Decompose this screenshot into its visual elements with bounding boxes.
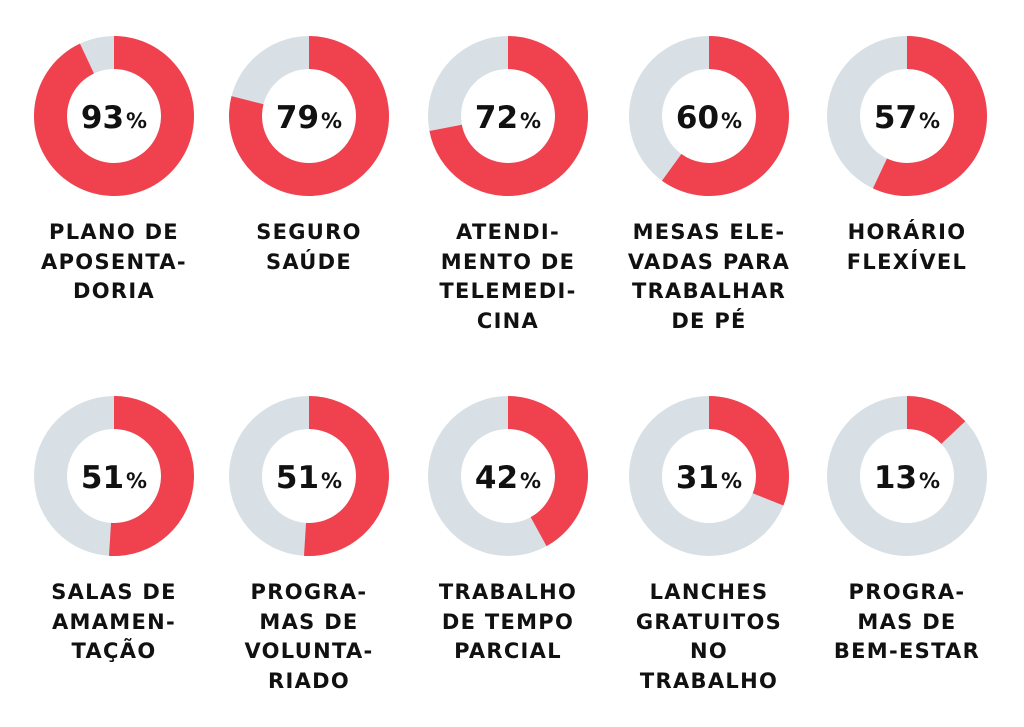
donut-value-label: 72% [475,100,541,136]
donut-value-label: 93% [81,100,147,136]
donut-category-label: MESAS ELE- VADAS PARA TRABALHAR DE PÉ [619,218,799,336]
donut-value-label: 60% [676,100,742,136]
donut-category-label: HORÁRIO FLEXÍVEL [817,218,997,277]
label-line: MENTO DE [440,249,576,274]
donut-category-label: PROGRA- MAS DE BEM-ESTAR [817,578,997,667]
donut-category-label: PLANO DE APOSENTA- DORIA [24,218,204,307]
label-line: TELEMEDI- [439,279,577,303]
label-line: PROGRA- [848,580,966,604]
donut-8: 42% [428,396,588,556]
label-line: DORIA [72,279,156,303]
label-line: BEM-ESTAR [833,639,981,663]
label-line: TRABALHAR [631,279,787,303]
donut-5: 57% [827,36,987,196]
label-line: CINA [476,308,540,333]
donut-category-label: ATENDI- MENTO DE TELEMEDI- CINA [418,218,598,336]
donut-category-label: SEGURO SAÚDE [219,218,399,277]
label-line: FLEXÍVEL [846,249,968,274]
donut-value-label: 42% [475,460,541,496]
donut-value-arc [33,36,194,196]
label-line: VADAS PARA [627,249,791,274]
donut-category-label: SALAS DE AMAMEN- TAÇÃO [24,578,204,667]
donut-6: 51% [34,396,194,556]
donut-value-arc [508,396,588,547]
label-line: VOLUNTA- [244,639,374,663]
label-line: RIADO [267,668,351,693]
label-line: MAS DE [857,609,957,634]
label-line: DE PÉ [671,308,747,333]
label-line: TAÇÃO [71,639,157,663]
donut-value-label: 79% [276,100,342,136]
donut-9: 31% [629,396,790,556]
label-line: ATENDI- [456,220,560,244]
label-line: SAÚDE [265,249,353,274]
label-line: MAS DE [259,609,359,634]
donut-2: 79% [229,36,389,196]
donut-1: 93% [33,36,194,196]
label-line: PLANO DE [49,220,179,244]
label-line: LANCHES [649,580,769,604]
label-line: DE TEMPO [441,609,575,634]
label-line: APOSENTA- [41,249,187,274]
donut-value-label: 51% [276,460,342,496]
label-line: TRABALHO [438,580,578,604]
label-line: SALAS DE [51,580,177,604]
donut-value-label: 13% [874,460,940,496]
label-line: GRATUITOS [635,609,783,634]
donut-category-label: PROGRA- MAS DE VOLUNTA- RIADO [219,578,399,696]
donut-value-label: 57% [874,100,940,136]
label-line: NO [689,639,729,663]
label-line: PARCIAL [454,639,562,663]
label-line: HORÁRIO [847,220,967,244]
donut-7: 51% [229,396,389,556]
donut-4: 60% [629,36,789,197]
donut-category-label: LANCHES GRATUITOS NO TRABALHO [619,578,799,696]
donut-value-arc [303,396,389,556]
label-line: TRABALHO [639,668,779,693]
donut-10: 13% [827,396,987,556]
donut-value-label: 51% [81,460,147,496]
donut-value-arc [108,396,194,556]
label-line: SEGURO [256,220,362,244]
donut-value-arc [429,36,589,197]
donut-value-arc [907,396,966,444]
donut-value-label: 31% [676,460,742,496]
donut-3: 72% [428,36,589,197]
donut-value-arc [229,36,389,196]
label-line: MESAS ELE- [632,220,786,244]
label-line: AMAMEN- [51,609,177,634]
donut-category-label: TRABALHO DE TEMPO PARCIAL [418,578,598,667]
donut-value-arc [872,36,987,196]
label-line: PROGRA- [250,580,368,604]
donut-value-arc [661,36,789,197]
donut-value-arc [709,396,790,506]
